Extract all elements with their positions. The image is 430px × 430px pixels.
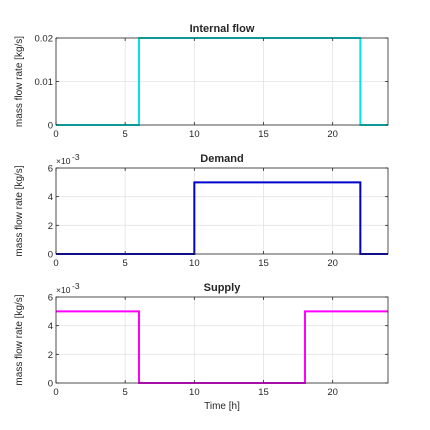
x-tick-label: 20 — [327, 258, 338, 269]
x-tick-label: 10 — [189, 258, 200, 269]
x-tick-label: 10 — [189, 387, 200, 398]
x-tick-label: 15 — [258, 129, 269, 140]
y-tick-label: 2 — [48, 221, 53, 232]
exponent-power-2: -3 — [72, 281, 80, 291]
y-tick-label: 0.02 — [35, 34, 54, 45]
chart-title-0: Internal flow — [190, 23, 255, 35]
plot-area-1 — [56, 168, 388, 254]
y-tick-label: 0 — [48, 121, 53, 132]
exponent-label-2: ×10 — [56, 285, 71, 295]
y-tick-label: 0 — [48, 379, 53, 390]
axes-box-2 — [55, 296, 389, 384]
x-tick-label: 0 — [53, 129, 58, 140]
x-tick-label: 20 — [327, 387, 338, 398]
y-tick-label: 6 — [48, 164, 53, 175]
chart-title-2: Supply — [204, 282, 242, 294]
y-tick-label: 2 — [48, 350, 53, 361]
x-tick-label: 15 — [258, 258, 269, 269]
axes-box-1 — [55, 167, 389, 255]
y-tick-label: 6 — [48, 293, 53, 304]
y-tick-label: 0.01 — [35, 77, 54, 88]
x-tick-label: 5 — [123, 129, 128, 140]
chart-title-1: Demand — [200, 153, 243, 165]
x-axis-label-2: Time [h] — [204, 401, 240, 412]
x-tick-label: 5 — [123, 258, 128, 269]
x-tick-label: 20 — [327, 129, 338, 140]
x-tick-label: 5 — [123, 387, 128, 398]
exponent-label-1: ×10 — [56, 156, 71, 166]
x-tick-label: 10 — [189, 129, 200, 140]
y-axis-label-0: mass flow rate [kg/s] — [14, 36, 25, 127]
y-axis-label-1: mass flow rate [kg/s] — [14, 165, 25, 256]
plot-area-2 — [56, 297, 388, 383]
x-tick-label: 0 — [53, 258, 58, 269]
y-tick-label: 4 — [48, 321, 53, 332]
x-tick-label: 0 — [53, 387, 58, 398]
y-tick-label: 0 — [48, 250, 53, 261]
x-tick-label: 15 — [258, 387, 269, 398]
y-axis-label-2: mass flow rate [kg/s] — [14, 294, 25, 385]
exponent-power-1: -3 — [72, 152, 80, 162]
y-tick-label: 4 — [48, 192, 53, 203]
